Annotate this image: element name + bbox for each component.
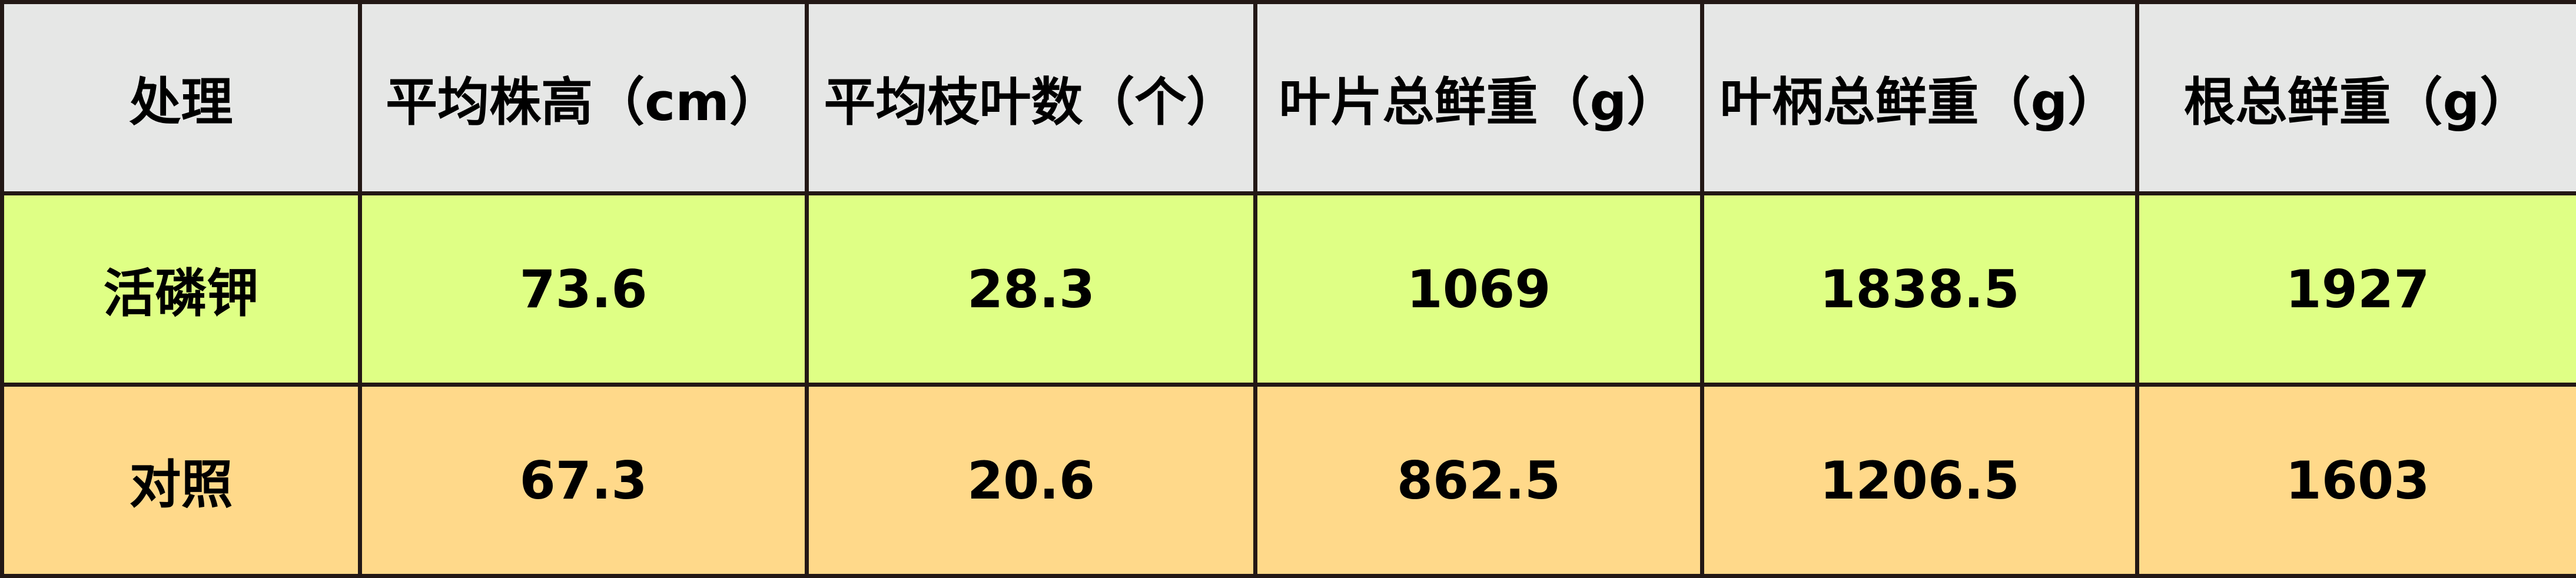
table-cell: 28.3 bbox=[807, 194, 1256, 385]
header-cell: 根总鲜重（g） bbox=[2137, 2, 2576, 194]
table-cell: 活磷钾 bbox=[2, 194, 360, 385]
table-cell: 1206.5 bbox=[1702, 385, 2137, 576]
table-cell: 1069 bbox=[1256, 194, 1702, 385]
header-row: 处理 平均株高（cm） 平均枝叶数（个） 叶片总鲜重（g） 叶柄总鲜重（g） 根… bbox=[2, 2, 2576, 194]
table-cell: 67.3 bbox=[360, 385, 807, 576]
header-cell: 叶柄总鲜重（g） bbox=[1702, 2, 2137, 194]
table-cell: 对照 bbox=[2, 385, 360, 576]
header-cell: 处理 bbox=[2, 2, 360, 194]
table-row: 活磷钾 73.6 28.3 1069 1838.5 1927 bbox=[2, 194, 2576, 385]
table-cell: 1603 bbox=[2137, 385, 2576, 576]
header-cell: 叶片总鲜重（g） bbox=[1256, 2, 1702, 194]
table-cell: 73.6 bbox=[360, 194, 807, 385]
header-cell: 平均枝叶数（个） bbox=[807, 2, 1256, 194]
table-cell: 1927 bbox=[2137, 194, 2576, 385]
table-row: 对照 67.3 20.6 862.5 1206.5 1603 bbox=[2, 385, 2576, 576]
table-cell: 1838.5 bbox=[1702, 194, 2137, 385]
table-cell: 20.6 bbox=[807, 385, 1256, 576]
header-cell: 平均株高（cm） bbox=[360, 2, 807, 194]
table-cell: 862.5 bbox=[1256, 385, 1702, 576]
